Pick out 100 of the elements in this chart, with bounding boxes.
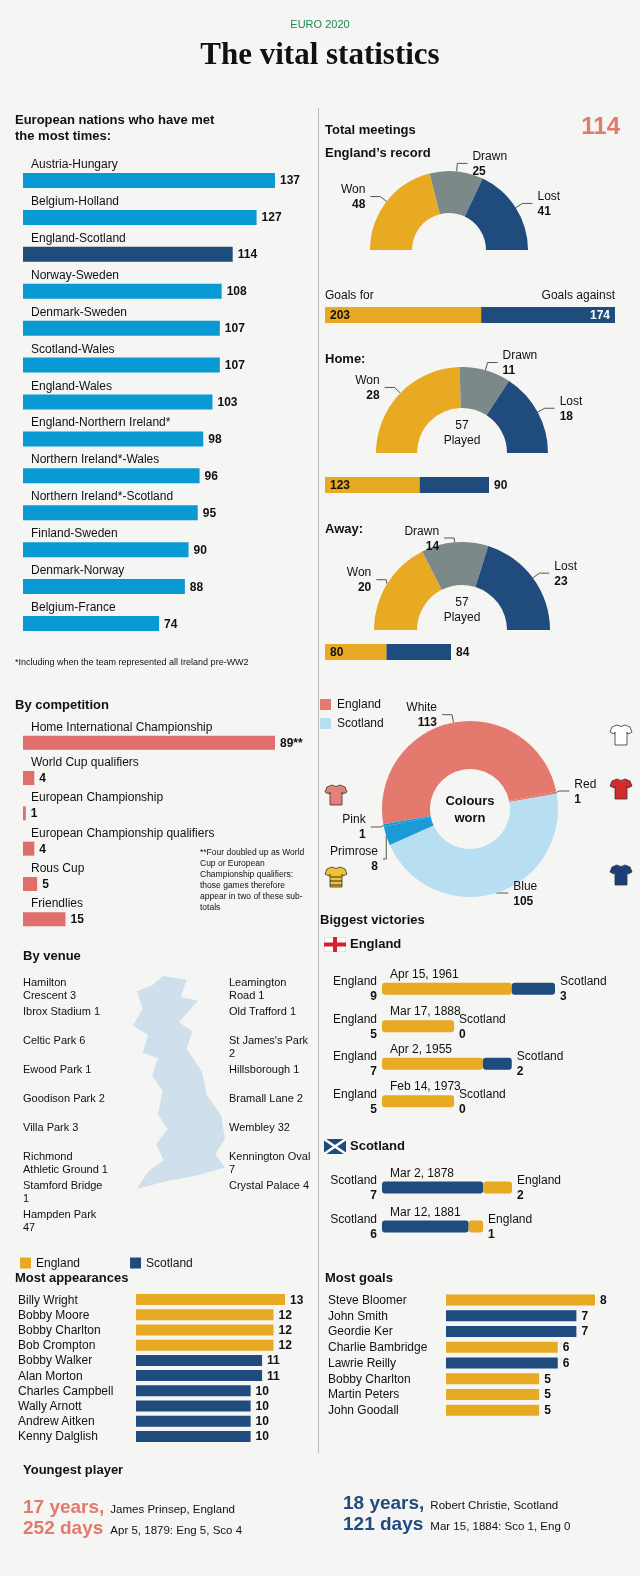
bar [23, 209, 257, 225]
bar [446, 1325, 577, 1337]
legend-label: Scotland [146, 1256, 193, 1270]
bar [482, 1057, 512, 1070]
data-label: 127 [261, 210, 282, 225]
series-label: England [332, 974, 377, 989]
chart-title: By competition [15, 697, 110, 713]
y-tick-label: Apr 15, 1961 [390, 966, 460, 981]
y-tick-label: Northern Ireland*-Wales [31, 452, 160, 467]
chart-title: Away: [325, 521, 364, 536]
category-label: Hamilton Crescent 3 [23, 976, 78, 1002]
text: EURO 2020 [289, 18, 351, 30]
bar [136, 1339, 274, 1351]
text: Mar 15, 1884: Sco 1, Eng 0 [430, 1519, 571, 1534]
y-tick-label: Alan Morton [18, 1368, 83, 1383]
y-tick-label: Andrew Aitken [18, 1414, 95, 1429]
slice-label: Blue [513, 878, 538, 893]
y-tick-label: Lawrie Reilly [328, 1355, 397, 1370]
y-tick-label: Denmark-Norway [31, 563, 125, 578]
text: England [488, 1212, 533, 1226]
text: Robert Christie, Scotland [430, 1498, 560, 1513]
chart-title: England’s record [325, 145, 431, 160]
text: Total meetings [325, 122, 416, 137]
data-label: 7 [581, 1308, 589, 1323]
data-label: 6 [370, 1227, 378, 1241]
bar [446, 1341, 558, 1353]
legend-label: England [36, 1256, 81, 1270]
y-tick-label: Charles Campbell [18, 1383, 114, 1398]
data-label: 20 [357, 580, 372, 595]
chart-title: Most appearances [15, 1270, 130, 1286]
bar [23, 468, 200, 484]
data-label: 96 [204, 468, 219, 483]
bar [23, 431, 204, 447]
data-label: 1 [30, 806, 38, 821]
slice-label: Primrose [330, 844, 379, 859]
bar [136, 1294, 285, 1306]
data-label: 11 [267, 1353, 281, 1368]
y-tick-label: Mar 12, 1881 [390, 1204, 462, 1219]
text: Colours worn [444, 792, 496, 826]
data-label: 123 [330, 478, 351, 492]
data-label: 12 [278, 1307, 293, 1322]
y-tick-label: Home International Championship [31, 719, 213, 734]
y-tick-label: Belgium-France [31, 600, 117, 615]
data-label: 174 [589, 308, 611, 322]
data-label: 3 [560, 989, 567, 1004]
text: By venue [23, 948, 81, 963]
text: 57 Played [442, 595, 482, 625]
series-label: Scotland [330, 1173, 377, 1187]
bar [23, 735, 275, 750]
bar [23, 246, 233, 262]
data-label: 203 [330, 308, 351, 322]
data-label: 90 [494, 478, 508, 492]
series-label: Goals for [325, 288, 374, 302]
data-label: 12 [278, 1338, 293, 1353]
y-tick-label: European Championship [31, 790, 164, 805]
bar [23, 771, 35, 785]
text: Apr 5, 1879: Eng 5, Sco 4 [110, 1523, 243, 1538]
bar [136, 1354, 263, 1366]
slice-label: Lost [537, 188, 561, 203]
data-label: 15 [70, 912, 85, 927]
bar [446, 1388, 540, 1400]
bar [382, 982, 512, 995]
data-label: 8 [600, 1292, 607, 1307]
bar [382, 1095, 455, 1108]
bar [136, 1309, 274, 1321]
slice-label: Red [574, 776, 597, 791]
text: England [332, 1086, 377, 1101]
category-label: Richmond Athletic Ground 1 [23, 1150, 109, 1176]
slice-label: Won [355, 372, 380, 387]
text: 18 years, [343, 1492, 425, 1513]
y-tick-label: Bob Crompton [18, 1338, 96, 1353]
slice-label: Drawn [502, 348, 538, 363]
text: 114 [581, 112, 620, 140]
bar [446, 1310, 577, 1322]
data-label: 107 [224, 358, 246, 373]
series-label: Scotland [560, 974, 607, 989]
data-label: 8 [371, 859, 379, 874]
bar [23, 172, 275, 188]
text: 121 days [343, 1513, 425, 1534]
bar [136, 1415, 251, 1427]
bar [23, 394, 213, 410]
slice-label: Won [340, 182, 366, 197]
y-tick-label: Bobby Charlton [328, 1371, 411, 1386]
bar [511, 982, 555, 995]
slice-label: Drawn [404, 523, 440, 538]
data-label: 5 [544, 1403, 552, 1418]
text: Scotland [330, 1212, 377, 1226]
data-label: 6 [562, 1355, 570, 1370]
chart-title: Home: [325, 351, 366, 366]
category-label: Stamford Bridge 1 [23, 1179, 104, 1205]
y-tick-label: Wally Arnott [18, 1399, 83, 1413]
bar [23, 283, 222, 299]
text: 57 Played [442, 418, 482, 448]
data-label: 10 [255, 1429, 270, 1444]
category-label: Villa Park 3 [23, 1121, 80, 1134]
bar [23, 357, 220, 373]
text: Youngest player [23, 1462, 124, 1477]
data-label: 9 [370, 989, 378, 1004]
series-label: Goals against [541, 288, 615, 302]
data-label: 2 [517, 1188, 524, 1202]
